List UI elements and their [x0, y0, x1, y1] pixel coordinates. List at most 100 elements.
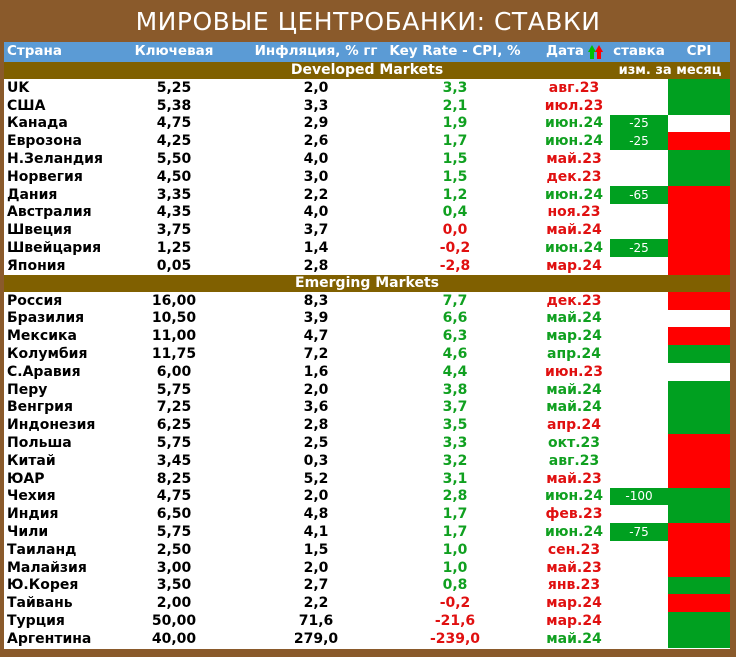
inflation-cell: 4,0 — [303, 151, 329, 168]
real-rate-cell: 1,7 — [442, 506, 468, 523]
real-rate-cell: 1,7 — [442, 133, 468, 150]
real-rate-cell: -0,2 — [439, 595, 471, 612]
cpi-change-cell — [668, 505, 730, 524]
rate-change-cell — [610, 292, 668, 310]
rate-change-cell — [610, 630, 668, 648]
country-cell: Чехия — [7, 488, 56, 505]
key-rate-cell: 0,05 — [156, 257, 192, 274]
table-row: Норвегия 4,50 3,0 1,5 дек.23 — [4, 168, 730, 186]
country-cell: Норвегия — [7, 168, 83, 185]
date-cell: май.24 — [546, 222, 602, 239]
inflation-cell: 279,0 — [293, 630, 339, 647]
inflation-cell: 3,9 — [303, 310, 329, 327]
inflation-cell: 2,7 — [303, 577, 329, 594]
date-cell: мар.24 — [546, 328, 602, 345]
date-cell: ноя.23 — [547, 204, 601, 221]
rate-change-cell — [610, 345, 668, 363]
rates-table: Страна Ключевая Инфляция, % гг Key Rate … — [4, 42, 730, 649]
header-rate-change: ставка — [613, 43, 665, 60]
key-rate-cell: 10,50 — [151, 310, 197, 327]
date-cell: янв.23 — [547, 577, 601, 594]
date-cell: июн.24 — [545, 115, 603, 132]
table-header: Страна Ключевая Инфляция, % гг Key Rate … — [4, 42, 730, 62]
country-cell: Чили — [7, 524, 49, 541]
rate-change-cell — [610, 79, 668, 97]
header-country: Страна — [7, 43, 62, 60]
real-rate-cell: 0,0 — [442, 222, 468, 239]
real-rate-cell: 1,5 — [442, 168, 468, 185]
key-rate-cell: 4,75 — [156, 488, 192, 505]
rate-change-cell — [610, 204, 668, 222]
real-rate-cell: 2,8 — [442, 488, 468, 505]
date-cell: июн.24 — [545, 133, 603, 150]
table-row: Мексика 11,00 4,7 6,3 мар.24 — [4, 327, 730, 346]
rate-change-cell — [610, 257, 668, 275]
table-row: Дания 3,35 2,2 1,2 июн.24 -65 — [4, 185, 730, 204]
inflation-cell: 4,7 — [303, 328, 329, 345]
inflation-cell: 3,3 — [303, 97, 329, 114]
inflation-cell: 2,2 — [303, 595, 329, 612]
real-rate-cell: 3,3 — [442, 435, 468, 452]
real-rate-cell: 0,8 — [442, 577, 468, 594]
page-title: МИРОВЫЕ ЦЕНТРОБАНКИ: СТАВКИ — [135, 7, 601, 36]
rate-change-cell: -65 — [610, 185, 668, 204]
cpi-change-cell — [668, 612, 730, 630]
cpi-change-cell — [668, 541, 730, 559]
rate-change-cell — [610, 381, 668, 399]
key-rate-cell: 7,25 — [156, 399, 192, 416]
key-rate-cell: 1,25 — [156, 240, 192, 257]
real-rate-cell: 3,1 — [442, 470, 468, 487]
date-cell: июн.24 — [545, 524, 603, 541]
inflation-cell: 2,6 — [303, 133, 329, 150]
country-cell: Дания — [7, 186, 58, 203]
table-row: Чили 5,75 4,1 1,7 июн.24 -75 — [4, 523, 730, 541]
rate-change-cell — [610, 434, 668, 452]
key-rate-cell: 4,75 — [156, 115, 192, 132]
country-cell: Турция — [7, 613, 65, 630]
inflation-cell: 4,8 — [303, 506, 329, 523]
rate-change-cell — [610, 416, 668, 434]
section-emerging: Emerging Markets — [4, 274, 730, 292]
inflation-cell: 0,3 — [303, 452, 329, 469]
date-cell: сен.23 — [547, 541, 601, 558]
cpi-change-cell — [668, 576, 730, 595]
header-real-rate: Key Rate - CPI, % — [389, 43, 521, 60]
real-rate-cell: 3,7 — [442, 399, 468, 416]
inflation-cell: 3,7 — [303, 222, 329, 239]
table-row: UK 5,25 2,0 3,3 авг.23 — [4, 79, 730, 97]
cpi-change-cell — [668, 291, 730, 310]
inflation-cell: 4,0 — [303, 204, 329, 221]
real-rate-cell: 3,2 — [442, 452, 468, 469]
date-cell: апр.24 — [547, 417, 601, 434]
real-rate-cell: 4,4 — [442, 363, 468, 380]
table-row: Польша 5,75 2,5 3,3 окт.23 — [4, 434, 730, 452]
date-cell: авг.23 — [548, 79, 600, 96]
cpi-change-cell — [668, 452, 730, 470]
rate-change-cell — [610, 97, 668, 115]
header-inflation: Инфляция, % гг — [254, 43, 378, 60]
rate-change-cell: -75 — [610, 523, 668, 541]
header-cpi-change: CPI — [686, 43, 712, 60]
key-rate-cell: 8,25 — [156, 470, 192, 487]
rate-change-cell — [610, 577, 668, 595]
rate-change-cell — [610, 559, 668, 577]
table-row: Колумбия 11,75 7,2 4,6 апр.24 — [4, 345, 730, 363]
key-rate-cell: 5,38 — [156, 97, 192, 114]
inflation-cell: 71,6 — [298, 613, 334, 630]
date-cell: авг.23 — [548, 452, 600, 469]
country-cell: Австралия — [7, 204, 92, 221]
key-rate-cell: 11,75 — [151, 346, 197, 363]
cpi-change-cell — [668, 434, 730, 452]
key-rate-cell: 5,25 — [156, 79, 192, 96]
table-row: Индия 6,50 4,8 1,7 фев.23 — [4, 505, 730, 524]
real-rate-cell: 1,2 — [442, 186, 468, 203]
key-rate-cell: 16,00 — [151, 292, 197, 309]
rate-change-cell — [610, 363, 668, 381]
cpi-change-cell — [668, 257, 730, 275]
table-row: Россия 16,00 8,3 7,7 дек.23 — [4, 291, 730, 310]
country-cell: Индия — [7, 506, 59, 523]
table-row: Австралия 4,35 4,0 0,4 ноя.23 — [4, 203, 730, 222]
rate-change-cell — [610, 612, 668, 630]
table-row: Тайвань 2,00 2,2 -0,2 мар.24 — [4, 594, 730, 613]
key-rate-cell: 50,00 — [151, 613, 197, 630]
